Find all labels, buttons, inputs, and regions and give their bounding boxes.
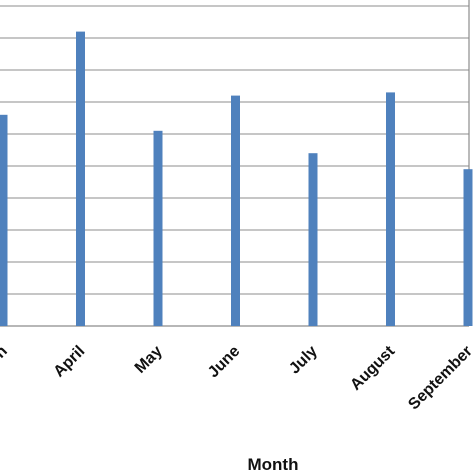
bars: [0, 31, 473, 327]
bar-september: [463, 169, 473, 326]
bar-august: [386, 92, 395, 327]
x-tick-label: h: [0, 343, 11, 362]
x-axis-title: Month: [248, 455, 299, 474]
bar-may: [153, 130, 163, 326]
bar-march: [0, 114, 8, 326]
bar-july: [308, 153, 318, 326]
bar-april: [76, 31, 85, 326]
bar-june: [231, 95, 240, 326]
